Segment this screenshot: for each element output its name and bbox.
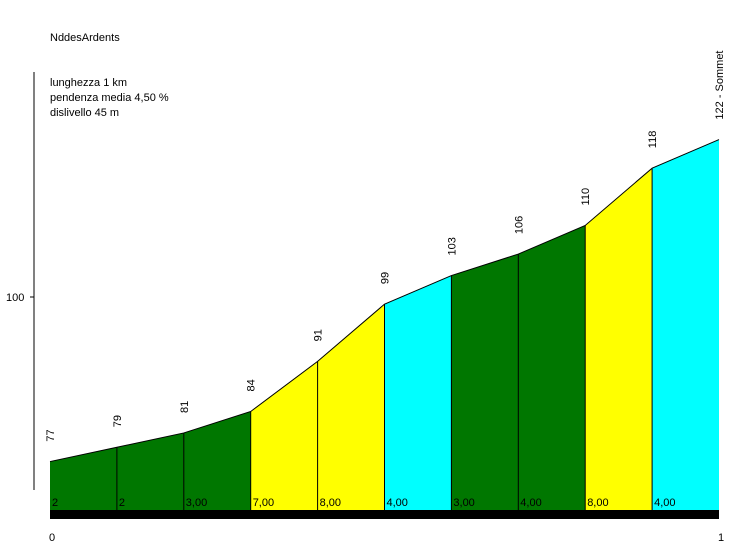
distance-baseline-bar	[50, 510, 719, 519]
info-elevation-gain: dislivello 45 m	[50, 107, 119, 119]
x-tick-label-start: 0	[49, 532, 55, 544]
elevation-label-2: 81	[179, 401, 191, 413]
y-tick-label: 100	[6, 292, 24, 304]
x-tick-label-end: 1	[718, 532, 724, 544]
gradient-segment-7	[451, 254, 519, 510]
chart-title: NddesArdents	[50, 32, 120, 44]
segment-gradient-label-3: 3,00	[186, 497, 207, 509]
gradient-segment-8	[518, 225, 586, 510]
elevation-label-4: 91	[313, 329, 325, 341]
profile-line	[49, 139, 720, 463]
segment-gradient-label-9: 8,00	[587, 497, 608, 509]
elevation-labels: 77 79 81 84 91 99 103 106 110 118 122 - Sommet	[45, 50, 726, 441]
segment-gradient-label-4: 7,00	[253, 497, 274, 509]
segment-gradient-label-5: 8,00	[320, 497, 341, 509]
info-average-gradient: pendenza media 4,50 %	[50, 92, 169, 104]
gradient-segment-1	[50, 447, 117, 510]
gradient-segment-2	[116, 432, 184, 510]
elevation-label-7: 106	[513, 216, 525, 234]
gradient-segment-6	[384, 275, 452, 510]
segment-gradient-label-1: 2	[52, 497, 58, 509]
segment-gradient-label-6: 4,00	[387, 497, 408, 509]
elevation-label-10: 122 - Sommet	[714, 50, 726, 119]
segment-gradient-label-7: 3,00	[453, 497, 474, 509]
gradient-segment-4	[250, 361, 318, 510]
elevation-label-1: 79	[112, 415, 124, 427]
gradient-segment-3	[183, 411, 251, 510]
elevation-label-5: 99	[380, 272, 392, 284]
elevation-label-8: 110	[580, 188, 592, 206]
gradient-segment-10	[652, 139, 719, 510]
gradient-segments: 2 2 3,00 7,00 8,00 4,00 3,00 4,00 8,00 4,00	[49, 139, 720, 510]
segment-gradient-label-10: 4,00	[654, 497, 675, 509]
gradient-segment-9	[585, 168, 653, 510]
elevation-label-9: 118	[647, 131, 659, 149]
segment-gradient-label-8: 4,00	[520, 497, 541, 509]
elevation-label-6: 103	[446, 237, 458, 255]
elevation-label-3: 84	[246, 379, 258, 391]
info-length: lunghezza 1 km	[50, 77, 127, 89]
elevation-label-0: 77	[45, 429, 57, 441]
segment-gradient-label-2: 2	[119, 497, 125, 509]
gradient-segment-5	[317, 304, 385, 510]
